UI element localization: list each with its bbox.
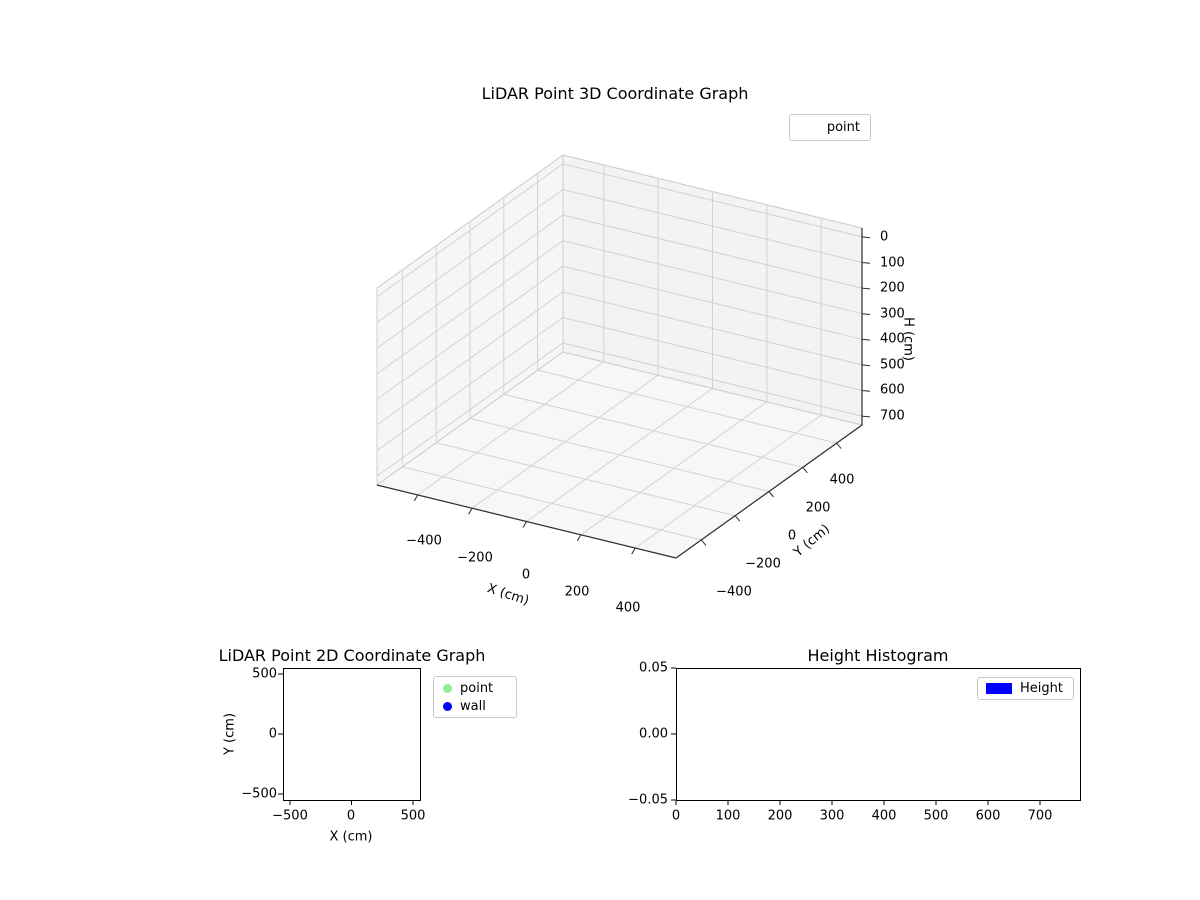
plot3d-x-tick-label: 400 [615,600,641,616]
plot3d-y-tick-label: −200 [745,556,781,572]
hist-x-tick-label: 200 [767,808,793,824]
plot3d-y-tick-label: 0 [787,528,797,544]
plot2d-y-tick-label: 0 [268,726,277,742]
plot2d-y-axis-label: Y (cm) [222,712,238,756]
wall-marker-icon [443,701,452,711]
plot3d-title: LiDAR Point 3D Coordinate Graph [481,84,749,103]
plot2d-axes [283,668,421,801]
legend-label-height: Height [1020,681,1063,696]
plot3d-box-edges [376,154,863,486]
plot3d-z-tick-label: 400 [880,331,905,347]
plot3d-z-tick-label: 600 [880,382,905,398]
plot3d-z-tick-label: 700 [880,408,905,424]
hist-title: Height Histogram [807,646,949,665]
legend-label-point: point [460,680,494,696]
plot3d-x-tick-label: 200 [564,584,590,600]
plot2d-y-tick-label: −500 [241,786,277,802]
plot3d-z-tick-label: 500 [880,357,905,373]
plot3d-tick-marks [413,236,871,555]
hist-x-tick-label: 600 [975,808,1001,824]
plot3d-z-tick-label: 200 [880,280,905,296]
plot3d-x-tick-label: 0 [521,567,531,583]
plot2d-title: LiDAR Point 2D Coordinate Graph [218,646,486,665]
plot2d-legend: point wall [433,676,517,718]
plot2d-x-tick-label: −500 [272,808,308,824]
hist-x-tick-label: 400 [871,808,897,824]
hist-y-tick-label: 0.00 [639,726,668,742]
hist-y-tick-label: −0.05 [628,792,668,808]
legend-label-point: point [826,120,860,135]
legend-entry-point: point [443,679,507,697]
hist-x-tick-label: 300 [819,808,845,824]
plot2d-x-tick-label: 0 [346,808,356,824]
hist-x-tick-label: 100 [715,808,741,824]
height-swatch-icon [986,683,1012,694]
hist-y-tick-label: 0.05 [639,660,668,676]
plot3d-z-tick-label: 100 [880,255,905,271]
plot2d-y-tick-label: 500 [252,666,277,682]
plot3d-y-tick-label: 400 [829,472,855,488]
plot3d-x-tick-label: −200 [457,550,493,566]
plot2d-x-tick-label: 500 [400,808,426,824]
plot3d-y-tick-label: −400 [716,584,752,600]
plot3d-z-axis-label: H (cm) [900,317,916,361]
point-marker-icon [443,683,452,693]
point-marker [800,123,818,133]
plot3d-x-tick-label: −400 [406,533,442,549]
hist-x-tick-label: 0 [671,808,681,824]
legend-entry-wall: wall [443,697,507,715]
plot3d-y-tick-label: 200 [805,500,831,516]
plot3d-z-tick-label: 300 [880,306,905,322]
hist-tick-marks [671,667,1041,805]
plot2d-x-axis-label: X (cm) [329,829,373,845]
hist-x-tick-label: 500 [923,808,949,824]
hist-legend: Height [977,677,1074,700]
plot2d-tick-marks [278,673,414,805]
plot3d-z-tick-label: 0 [880,229,889,245]
plot3d-legend: point [789,114,871,141]
hist-x-tick-label: 700 [1027,808,1053,824]
legend-label-wall: wall [460,698,486,714]
